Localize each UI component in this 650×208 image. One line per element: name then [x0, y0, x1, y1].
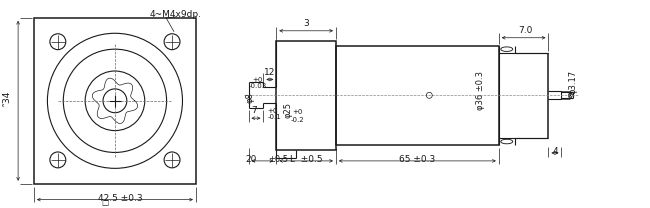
Text: φ25: φ25	[284, 102, 292, 118]
Text: ͂34: ͂34	[6, 95, 16, 106]
Text: 7: 7	[251, 106, 257, 115]
Text: ±0.5: ±0.5	[268, 155, 289, 164]
Bar	[34, 18, 196, 184]
Text: +0: +0	[252, 77, 263, 83]
Text: -0.2: -0.2	[291, 117, 304, 123]
Text: φ3.17: φ3.17	[569, 69, 578, 94]
Text: 65 ±0.3: 65 ±0.3	[399, 155, 436, 164]
Text: φ8: φ8	[245, 92, 254, 103]
Text: □: □	[102, 198, 109, 207]
Text: +0: +0	[292, 109, 302, 115]
Text: 12: 12	[264, 68, 276, 77]
Text: 42.5 ±0.3: 42.5 ±0.3	[98, 194, 142, 203]
Text: +0: +0	[267, 108, 278, 114]
Text: 4~M4x9dp.: 4~M4x9dp.	[150, 10, 202, 19]
Text: 7.0: 7.0	[519, 26, 533, 35]
Bar	[276, 41, 336, 150]
Text: 4: 4	[552, 147, 558, 156]
Bar	[336, 46, 499, 145]
Text: -0.1: -0.1	[267, 114, 281, 120]
Text: 3: 3	[304, 19, 309, 28]
Text: φ36 ±0.3: φ36 ±0.3	[476, 71, 486, 110]
Text: -0.03: -0.03	[248, 83, 266, 89]
Text: L  ±0.5: L ±0.5	[290, 155, 322, 164]
Text: 20: 20	[246, 155, 257, 164]
